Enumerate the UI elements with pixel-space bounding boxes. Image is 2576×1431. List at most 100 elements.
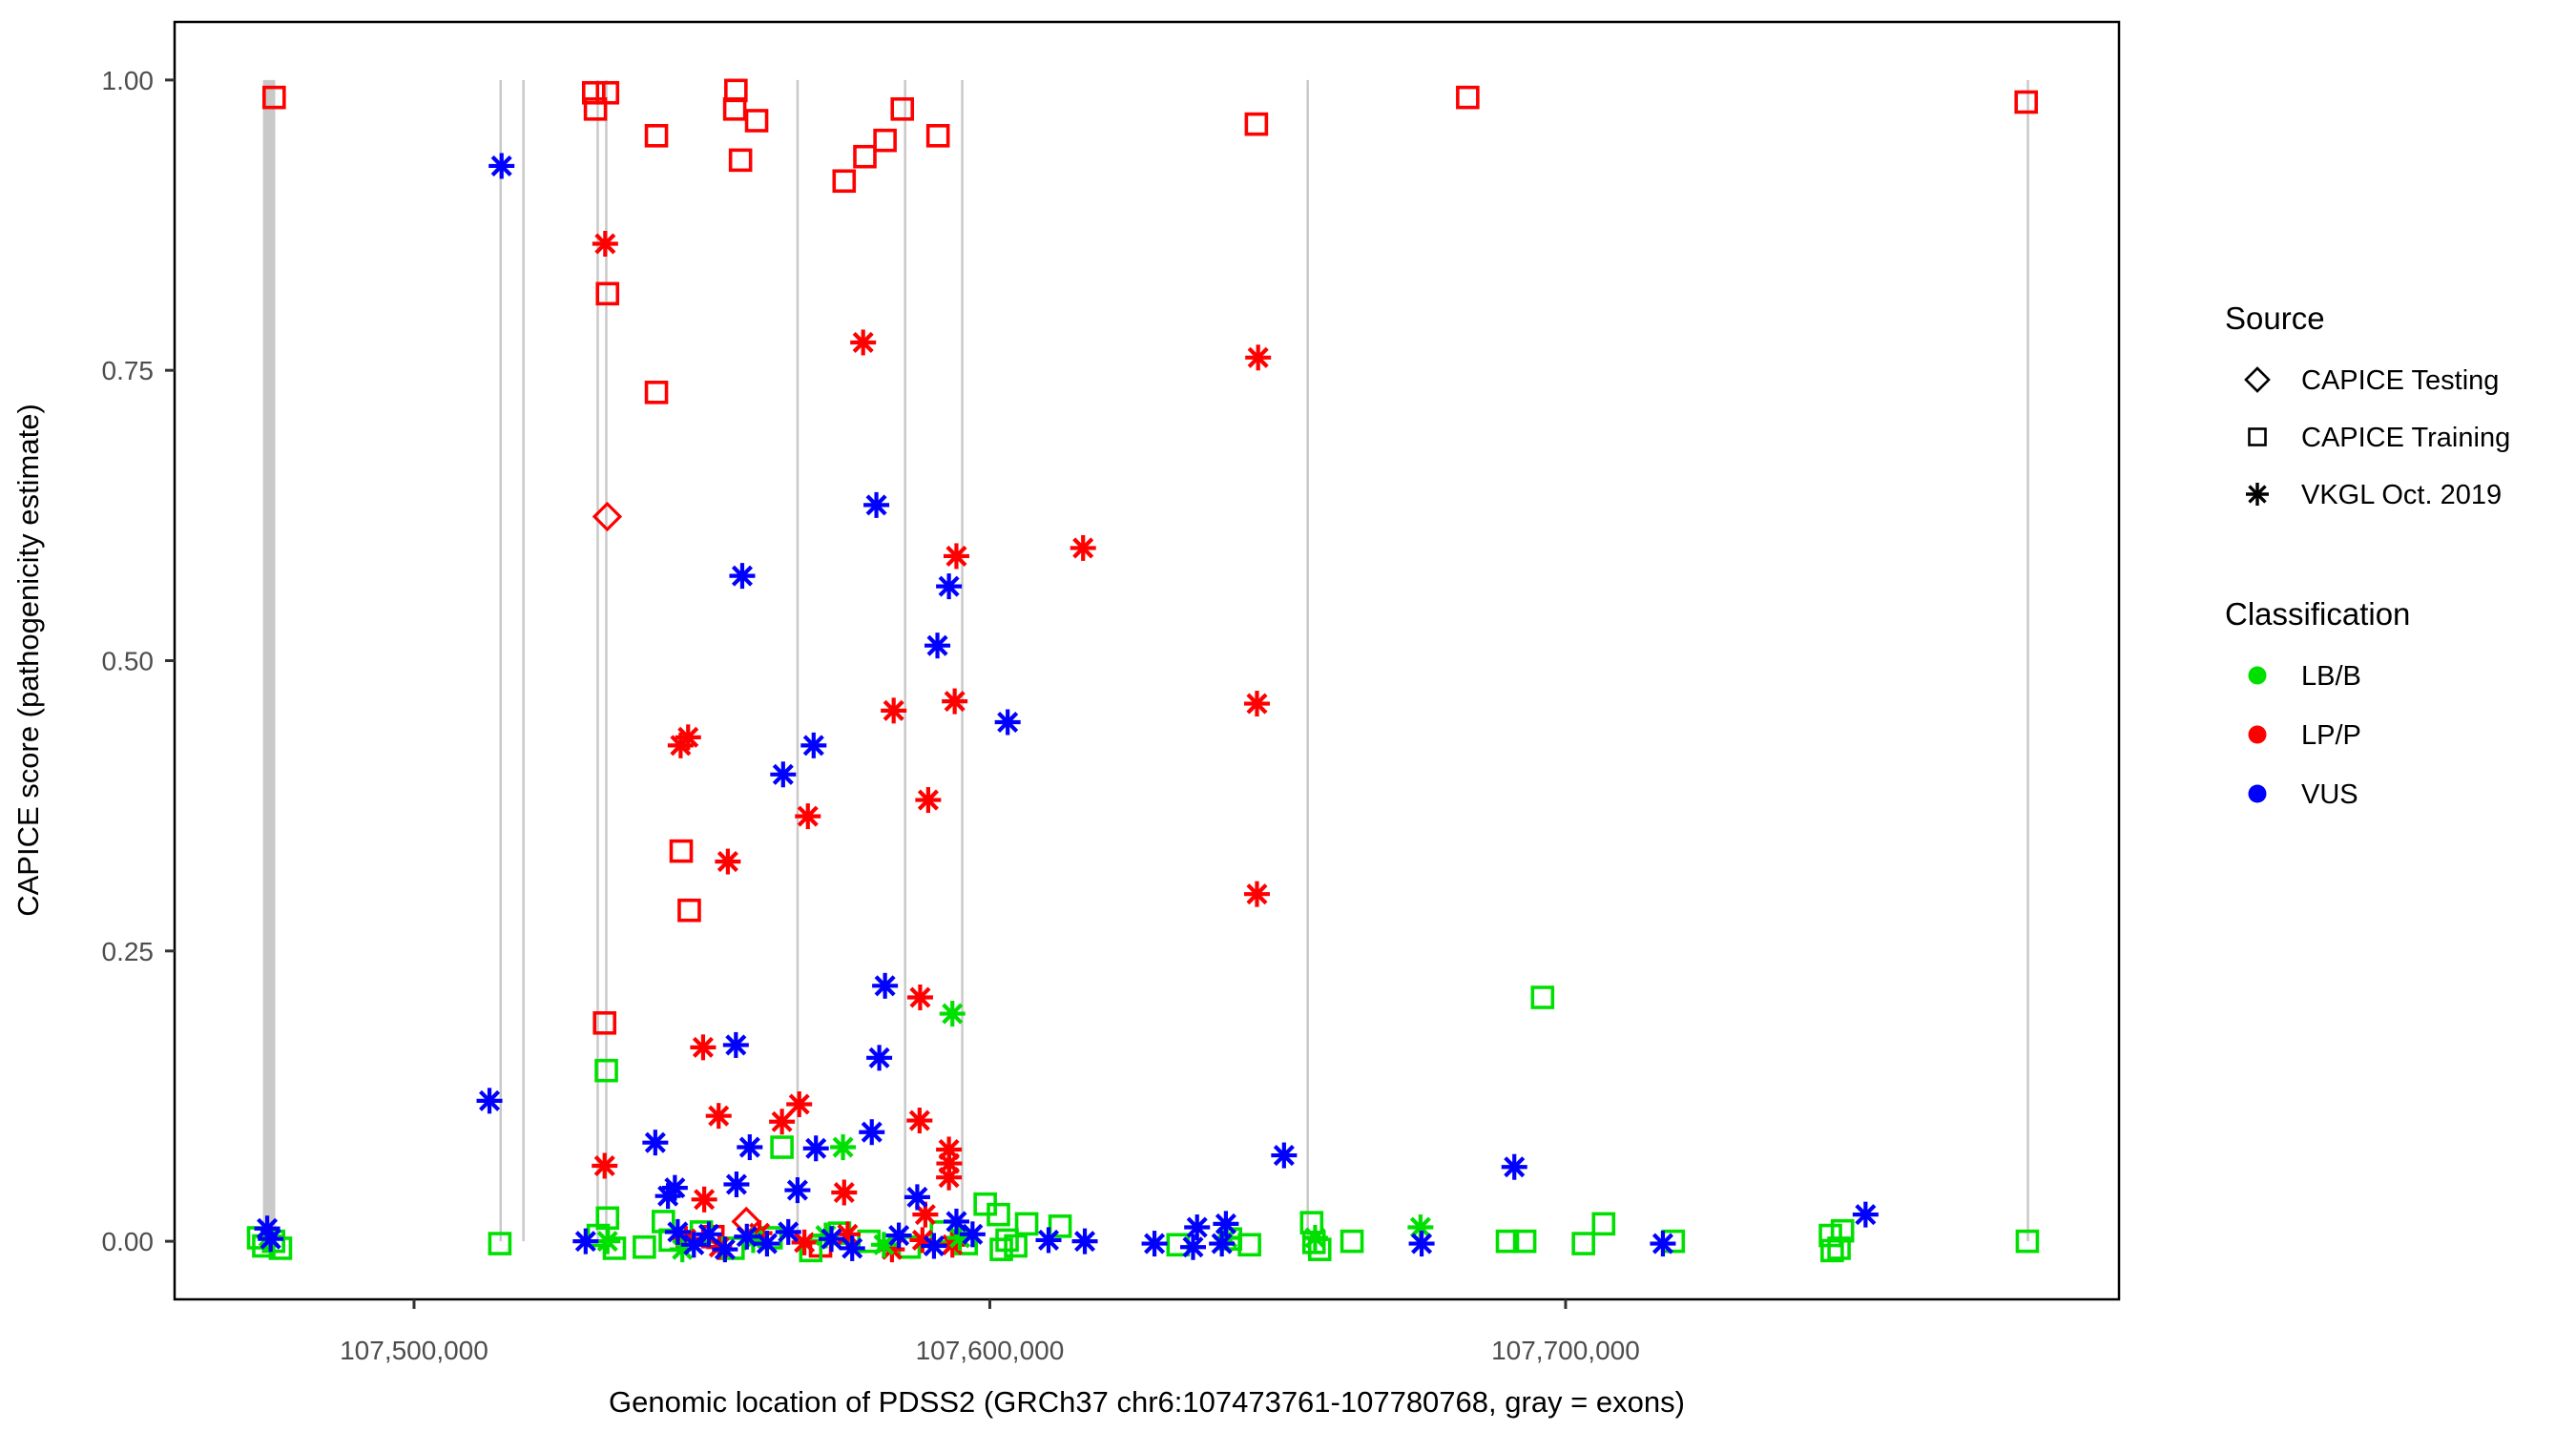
data-point-marker [830, 1134, 857, 1161]
data-point-marker [925, 123, 950, 148]
data-point-marker [677, 898, 701, 923]
data-point-marker [594, 1228, 621, 1255]
data-point-marker [784, 1177, 811, 1204]
data-point-marker [1244, 112, 1269, 136]
data-point-marker [594, 1058, 618, 1083]
data-point-marker [915, 787, 942, 814]
legend-item-label: LB/B [2301, 661, 2361, 692]
data-point-marker [488, 153, 515, 179]
data-point-marker [800, 732, 827, 758]
data-point-marker [1014, 1212, 1039, 1236]
data-point-marker [1184, 1214, 1211, 1241]
data-point-marker [775, 1218, 801, 1245]
data-point-marker [1530, 985, 1555, 1009]
square-icon [2248, 427, 2267, 446]
data-point-marker [850, 329, 877, 356]
data-point-marker [770, 761, 797, 788]
classification-dot-icon [2248, 725, 2267, 744]
data-point-marker [696, 1221, 722, 1248]
data-point-marker [795, 803, 821, 830]
data-point-marker [680, 1232, 707, 1258]
data-point-marker [802, 1135, 829, 1162]
legend-item-label: VKGL Oct. 2019 [2301, 480, 2502, 510]
x-axis-tick-label: 107,500,000 [340, 1336, 488, 1365]
data-point-marker [592, 501, 623, 532]
data-point-marker [644, 123, 669, 148]
data-point-marker [1408, 1231, 1435, 1257]
data-point-marker [921, 1233, 947, 1259]
legend-item-label: VUS [2301, 779, 2358, 810]
series-vkgl-oct-2019-vus [254, 153, 1879, 1263]
data-point-marker [705, 1103, 732, 1130]
diamond-icon [2244, 366, 2271, 393]
legend-classification-title: Classification [2225, 596, 2410, 632]
data-point-marker [1827, 1236, 1851, 1260]
data-point-marker [262, 85, 286, 110]
y-axis-tick-label: 0.25 [102, 937, 155, 966]
data-point-marker [906, 985, 933, 1011]
data-point-marker [258, 1226, 284, 1253]
data-point-marker [853, 144, 877, 169]
data-point-marker [2015, 1229, 2040, 1254]
data-point-marker [633, 1234, 656, 1259]
data-point-marker [729, 563, 756, 590]
legend-item-vus: VUS [2248, 779, 2358, 810]
data-point-marker [572, 1228, 599, 1255]
data-point-marker [1035, 1227, 1062, 1254]
data-point-marker [1048, 1214, 1072, 1238]
data-point-marker [786, 1090, 813, 1117]
y-axis-tick-label: 0.75 [102, 356, 155, 385]
data-point-marker [1456, 85, 1480, 110]
data-point-marker [863, 491, 890, 518]
data-point-marker [690, 1034, 717, 1061]
data-point-marker [595, 281, 620, 306]
y-axis-tick-label: 0.00 [102, 1227, 155, 1256]
data-point-marker [728, 148, 753, 173]
data-point-marker [936, 573, 963, 600]
data-point-marker [476, 1088, 503, 1114]
asterisk-icon [2246, 483, 2269, 506]
data-point-marker [1501, 1153, 1527, 1180]
data-point-marker [642, 1130, 669, 1156]
data-point-marker [987, 1202, 1010, 1227]
data-point-marker [890, 96, 915, 121]
data-point-marker [819, 1226, 845, 1253]
data-point-marker [722, 96, 747, 121]
data-point-marker [870, 1232, 897, 1258]
data-point-marker [1495, 1229, 1520, 1254]
data-point-marker [1209, 1231, 1236, 1257]
data-point-marker [691, 1186, 717, 1213]
data-point-marker [839, 1234, 865, 1261]
x-axis-tick-label: 107,600,000 [916, 1336, 1065, 1365]
data-point-marker [723, 1171, 750, 1197]
data-point-marker [644, 381, 669, 404]
y-axis-tick-label: 0.50 [102, 647, 155, 676]
data-point-marker [661, 1174, 688, 1201]
data-point-marker [675, 724, 701, 751]
data-point-marker [715, 848, 741, 875]
data-point-marker [989, 1237, 1013, 1261]
x-axis-tick-label: 107,700,000 [1491, 1336, 1640, 1365]
data-point-marker [866, 1045, 893, 1071]
data-point-marker [769, 1109, 796, 1135]
data-point-marker [712, 1236, 738, 1263]
legend-item-vkgl-oct-2019: VKGL Oct. 2019 [2246, 480, 2502, 510]
legend-classification-items: LB/B LP/P VUS [2248, 661, 2361, 810]
data-point-marker [669, 839, 694, 863]
data-point-marker [722, 1031, 749, 1058]
y-axis-title: CAPICE score (pathogenicity estimate) [11, 404, 45, 917]
data-point-marker [1179, 1234, 1206, 1260]
data-point-marker [754, 1231, 780, 1257]
data-point-marker [924, 633, 951, 659]
data-point-marker [1213, 1211, 1239, 1237]
legend-source-items: CAPICE Testing CAPICE Training VKGL Oct. 2… [2244, 365, 2510, 510]
legend: Source CAPICE Testing CAPICE Training VKGL… [2225, 301, 2510, 810]
data-point-marker [737, 1134, 763, 1161]
data-point-marker [602, 1236, 627, 1260]
data-point-marker [906, 1108, 933, 1134]
data-point-marker [592, 1010, 617, 1035]
legend-item-lp-p: LP/P [2248, 720, 2361, 751]
data-point-marker [2014, 90, 2039, 114]
